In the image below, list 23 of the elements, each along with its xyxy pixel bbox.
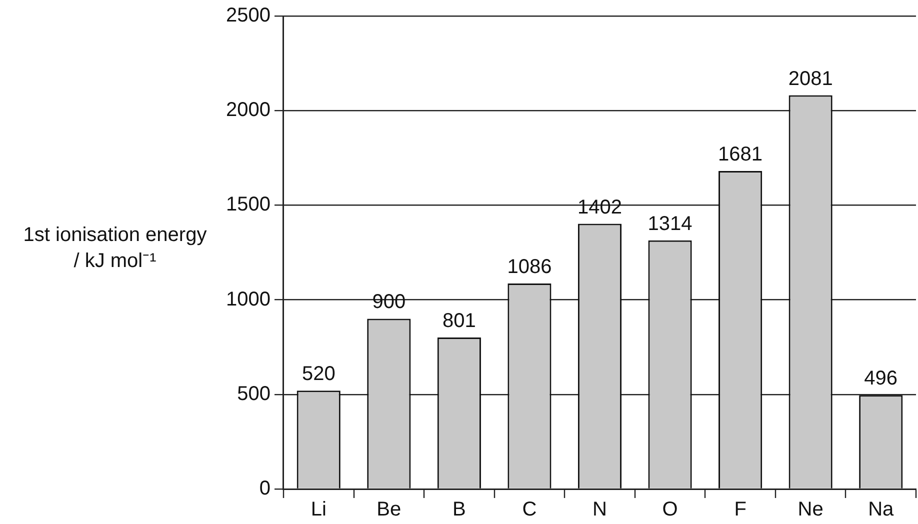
data-label: 520	[302, 363, 336, 386]
y-tick-label: 0	[259, 478, 270, 500]
x-tick-label: F	[734, 498, 746, 521]
data-label: 1681	[718, 143, 763, 166]
y-axis-title: 1st ionisation energy / kJ mol⁻¹	[22, 223, 208, 274]
x-tick-label: O	[662, 498, 678, 521]
y-tick-label: 500	[237, 382, 270, 405]
data-label: 2081	[788, 68, 833, 90]
x-tick-label: Na	[868, 498, 895, 521]
data-label: 801	[442, 310, 476, 332]
x-tick-label: N	[592, 498, 607, 521]
data-label: 496	[864, 368, 898, 390]
y-tick-label: 1000	[226, 288, 270, 310]
y-tick-label: 1500	[226, 194, 270, 216]
x-tick-label: B	[452, 498, 466, 521]
y-tick-label: 2000	[226, 99, 270, 122]
data-label: 1314	[648, 212, 692, 235]
y-tick-label: 2500	[226, 4, 270, 27]
x-tick-label: C	[522, 498, 537, 521]
x-tick-label: Li	[310, 498, 326, 521]
x-tick-label: Be	[376, 498, 402, 521]
data-label: 1086	[507, 256, 552, 278]
x-tick-label: Ne	[798, 498, 824, 521]
